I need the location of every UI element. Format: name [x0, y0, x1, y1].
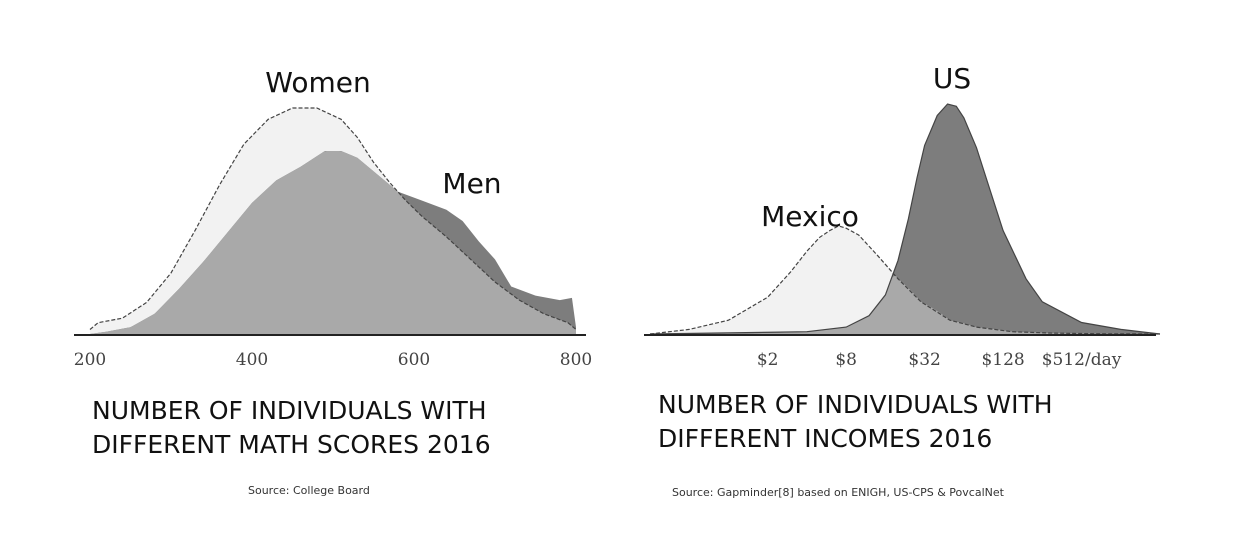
x-tick-label: $2 — [757, 350, 779, 370]
chart-title-line-1: NUMBER OF INDIVIDUALS WITH — [92, 396, 487, 425]
series-outline-us — [649, 103, 1161, 335]
series-label-men: Men — [442, 167, 501, 200]
series-area-mexico — [650, 225, 1160, 334]
x-tick-label: 600 — [398, 350, 430, 370]
incomes-chart: $2 $8 $32 $128 $512/day Mexico US — [644, 62, 1161, 370]
chart-title-line-2: DIFFERENT MATH SCORES 2016 — [92, 430, 491, 459]
chart-source: Source: College Board — [248, 484, 370, 497]
series-label-us: US — [933, 62, 971, 95]
x-tick-label: $128 — [981, 350, 1024, 370]
x-tick-label: 800 — [560, 350, 592, 370]
x-tick-label: $512/day — [1042, 350, 1122, 370]
x-tick-label: 200 — [74, 350, 106, 370]
x-tick-label: 400 — [236, 350, 268, 370]
overlap-area — [650, 275, 1160, 334]
chart-title: NUMBER OF INDIVIDUALS WITH DIFFERENT MAT… — [92, 394, 491, 462]
chart-title: NUMBER OF INDIVIDUALS WITH DIFFERENT INC… — [658, 388, 1053, 456]
series-outline-women — [89, 107, 577, 330]
chart-title-line-1: NUMBER OF INDIVIDUALS WITH — [658, 390, 1053, 419]
incomes-chart-panel: $2 $8 $32 $128 $512/day Mexico US NUMBER OF IN… — [622, 0, 1244, 536]
chart-source: Source: Gapminder[8] based on ENIGH, US-… — [672, 486, 1004, 499]
series-outline-mexico — [649, 225, 1161, 335]
x-tick-label: $8 — [835, 350, 857, 370]
overlap-area — [90, 150, 576, 334]
series-label-women: Women — [265, 66, 370, 99]
chart-title-line-2: DIFFERENT INCOMES 2016 — [658, 424, 993, 453]
math-scores-chart: 200 400 600 800 Women Men — [74, 66, 592, 370]
x-tick-label: $32 — [908, 350, 940, 370]
series-label-mexico: Mexico — [761, 200, 859, 233]
math-scores-chart-panel: 200 400 600 800 Women Men NUMBER OF INDIVIDUA… — [74, 66, 592, 497]
